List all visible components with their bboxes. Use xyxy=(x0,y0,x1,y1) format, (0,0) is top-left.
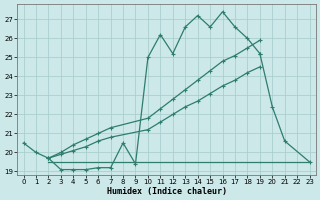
X-axis label: Humidex (Indice chaleur): Humidex (Indice chaleur) xyxy=(107,187,227,196)
